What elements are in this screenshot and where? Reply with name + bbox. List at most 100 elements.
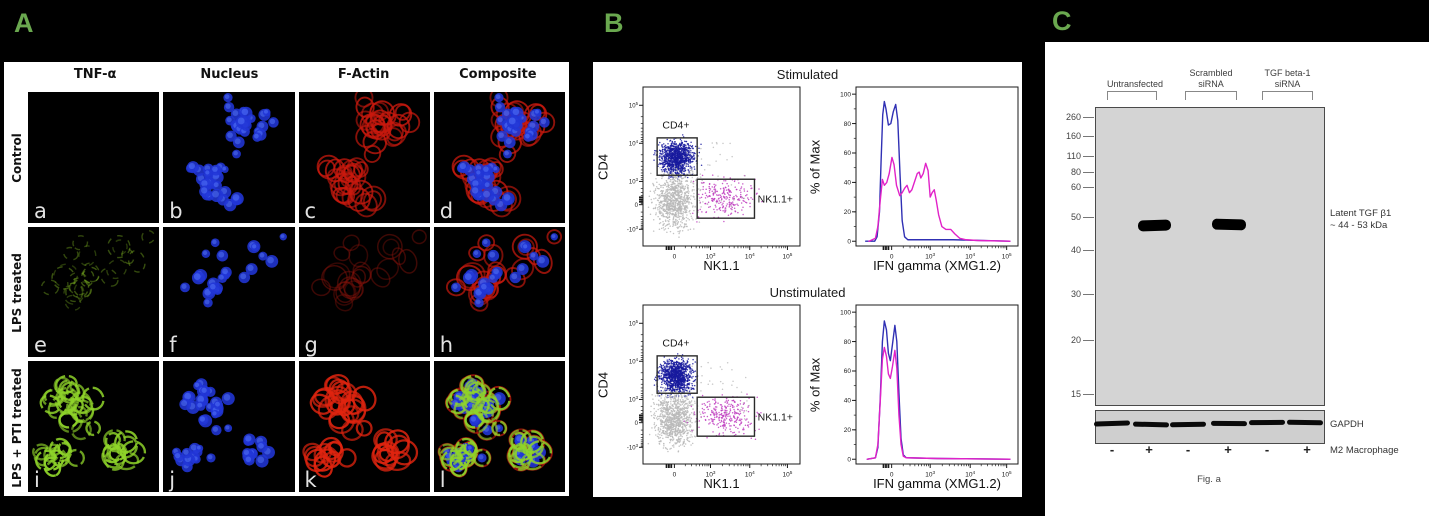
m2-mark: + <box>1145 442 1153 457</box>
micrograph-letter: h <box>439 333 454 358</box>
flow-title-stimulated: Stimulated <box>776 67 839 82</box>
mw-tick <box>1083 340 1094 341</box>
m2-mark: - <box>1264 442 1270 457</box>
column-header-factin: F-Actin <box>337 67 390 82</box>
micrograph-image <box>186 93 279 212</box>
flow-row-unstimulated: Unstimulated CD4 0 103 104 105 105 104 103 0 -10… <box>593 280 1022 497</box>
lane-bracket <box>1107 91 1157 100</box>
mw-marker: 110 <box>1045 151 1095 161</box>
scatter-y-axis-label: CD4 <box>595 371 611 399</box>
mw-marker: 160 <box>1045 131 1095 141</box>
micrograph-cell: l <box>433 361 565 492</box>
micrograph-cell: d <box>433 92 565 223</box>
micrograph-image <box>310 229 427 312</box>
mw-tick <box>1083 394 1094 395</box>
histogram-stimulated: 0 103 104 105 100 80 60 40 20 0 <box>840 86 1019 261</box>
svg-text:103: 103 <box>706 252 716 260</box>
lane-label: TGF beta-1 siRNA <box>1262 68 1313 89</box>
micrograph-image <box>28 92 159 223</box>
column-header-composite: Composite <box>459 67 537 82</box>
mw-marker: 30 <box>1045 289 1095 299</box>
svg-text:105: 105 <box>783 252 793 260</box>
lane-label: Scrambled siRNA <box>1185 68 1237 89</box>
mw-marker: 20 <box>1045 335 1095 345</box>
mw-marker: 15 <box>1045 389 1095 399</box>
micrograph-letter: a <box>34 198 47 223</box>
histogram-x-axis-label: IFN gamma (XMG1.2) <box>873 476 1001 491</box>
panel-c-label: C <box>1052 6 1072 36</box>
micrograph-image <box>437 374 553 478</box>
lane-label-line1: TGF beta-1 <box>1264 68 1311 78</box>
mw-marker: 60 <box>1045 182 1095 192</box>
micrograph-letter: b <box>169 198 183 223</box>
micrograph-image <box>316 92 420 218</box>
micrograph-cell: c <box>298 92 430 223</box>
histogram-y-axis-label: % of Max <box>807 139 823 195</box>
lane-bracket <box>1185 91 1237 100</box>
gapdh-band <box>1132 421 1170 428</box>
western-blot-membrane <box>1095 107 1325 406</box>
micrograph-image <box>451 92 555 218</box>
flow-row-stimulated: Stimulated CD4 0 103 104 105 105 104 103 0 -103 C… <box>593 62 1022 279</box>
lane-label-line2: siRNA <box>1198 78 1224 89</box>
micrograph-cell: j <box>163 361 295 492</box>
svg-text:105: 105 <box>1002 252 1012 260</box>
micrograph-grid: a b c d e f g <box>28 92 565 492</box>
mw-tick <box>1083 136 1094 137</box>
micrograph-cell: a <box>28 92 160 223</box>
m2-mark: + <box>1224 442 1232 457</box>
svg-text:80: 80 <box>844 121 852 128</box>
gapdh-band <box>1210 420 1248 427</box>
svg-text:40: 40 <box>844 180 852 187</box>
micrograph-letter: g <box>304 333 318 358</box>
mw-tick <box>1083 187 1094 188</box>
mw-tick <box>1083 294 1094 295</box>
svg-text:0: 0 <box>890 254 894 261</box>
histogram-x-axis-label: IFN gamma (XMG1.2) <box>873 258 1001 273</box>
micrograph-letter: e <box>34 333 47 358</box>
micrograph-image <box>445 228 562 312</box>
mw-tick <box>1083 172 1094 173</box>
mw-marker: 260 <box>1045 112 1095 122</box>
panel-b-card: Stimulated CD4 0 103 104 105 105 104 103 0 -103 C… <box>593 62 1022 497</box>
svg-text:105: 105 <box>629 101 639 109</box>
svg-text:0: 0 <box>847 238 851 245</box>
svg-text:103: 103 <box>925 252 935 260</box>
micrograph-cell: g <box>298 226 430 358</box>
tgfb1-band-scrambled-m2 <box>1211 218 1247 231</box>
band-annotation-line2: ~ 44 - 53 kDa <box>1330 220 1388 231</box>
mw-tick <box>1083 250 1094 251</box>
lane-label-line1: Untransfected <box>1107 78 1164 89</box>
svg-text:60: 60 <box>844 150 852 157</box>
svg-text:-103: -103 <box>627 225 639 233</box>
micrograph-cell: i <box>28 361 160 492</box>
mw-tick <box>1083 217 1094 218</box>
micrograph-cell: h <box>433 226 565 358</box>
panel-b-label: B <box>604 8 624 38</box>
lane-label-line1: Scrambled <box>1189 68 1233 78</box>
gapdh-band <box>1286 419 1324 426</box>
column-headers: TNF-α Nucleus F-Actin Composite <box>28 67 565 91</box>
tgfb1-band-untransfected-m2 <box>1137 219 1172 232</box>
micrograph-letter: i <box>34 467 40 492</box>
micrograph-letter: j <box>169 467 176 492</box>
column-header-nucleus: Nucleus <box>200 67 259 82</box>
m2-mark: + <box>1303 442 1311 457</box>
gapdh-band <box>1248 419 1286 426</box>
lane-group-scrambled-sirna: Scrambled siRNA <box>1185 66 1237 100</box>
micrograph-image <box>40 229 156 311</box>
gapdh-band <box>1169 421 1207 428</box>
svg-text:103: 103 <box>629 177 639 185</box>
micrograph-cell: k <box>298 361 430 492</box>
mw-marker: 80 <box>1045 167 1095 177</box>
flow-title-unstimulated: Unstimulated <box>769 285 846 300</box>
column-header-tnf: TNF-α <box>73 67 117 82</box>
panel-a-card: TNF-α Nucleus F-Actin Composite Control … <box>4 62 569 496</box>
svg-text:104: 104 <box>745 252 755 260</box>
svg-text:20: 20 <box>844 209 852 216</box>
gapdh-loading-control-strip <box>1095 410 1325 444</box>
micrograph-image <box>172 378 276 473</box>
m2-macrophage-label: M2 Macrophage <box>1330 445 1399 456</box>
